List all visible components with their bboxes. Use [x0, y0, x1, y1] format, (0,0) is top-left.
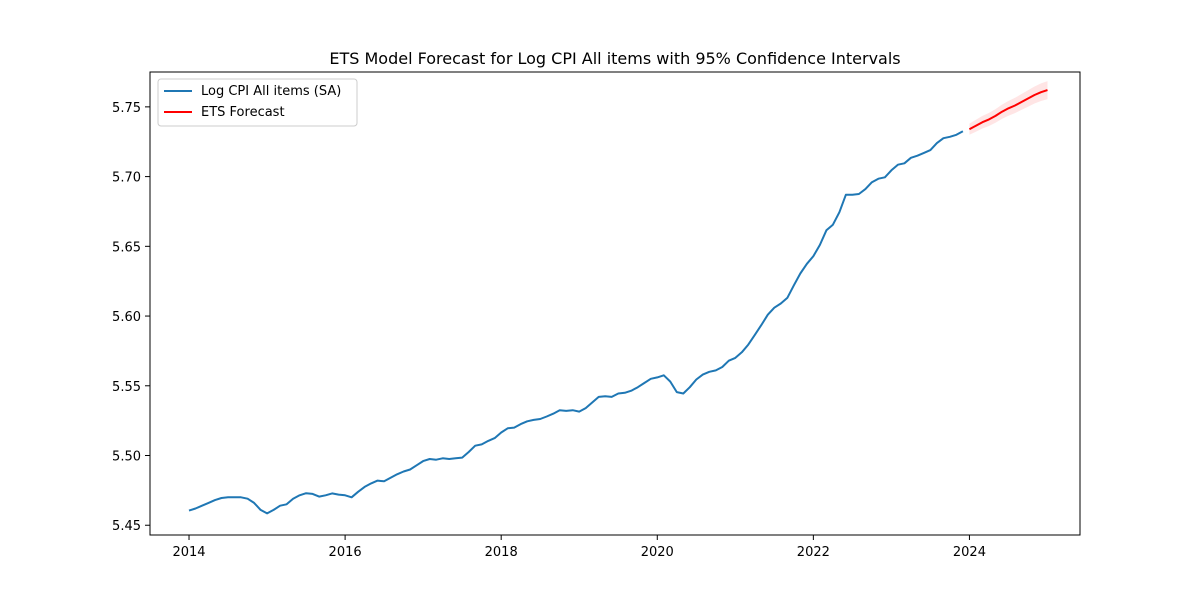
- y-tick-label: 5.70: [112, 171, 141, 186]
- y-tick-label: 5.60: [112, 310, 141, 325]
- axes-frame: [149, 71, 1081, 536]
- y-tick-label: 5.65: [112, 240, 141, 255]
- series-line-ets-forecast: [968, 89, 1048, 131]
- x-tick-label: 2018: [485, 545, 518, 560]
- chart-title: ETS Model Forecast for Log CPI All items…: [329, 49, 900, 68]
- legend-label-ets-forecast: ETS Forecast: [201, 105, 285, 120]
- y-tick-label: 5.50: [112, 450, 141, 465]
- y-axis-ticks: 5.45 5.50 5.55 5.60 5.65 5.70 5.75: [112, 101, 150, 534]
- x-tick-label: 2022: [797, 545, 830, 560]
- x-axis-ticks: 2014 2016 2018 2020 2022 2024: [172, 535, 986, 560]
- y-tick-label: 5.45: [112, 519, 141, 534]
- x-tick-label: 2016: [329, 545, 362, 560]
- y-tick-label: 5.55: [112, 380, 141, 395]
- x-tick-label: 2020: [641, 545, 674, 560]
- y-tick-label: 5.75: [112, 101, 141, 116]
- series-line-log-cpi: [188, 130, 964, 515]
- x-tick-label: 2024: [953, 545, 986, 560]
- legend-label-log-cpi: Log CPI All items (SA): [201, 84, 341, 99]
- x-tick-label: 2014: [172, 545, 205, 560]
- legend-box: [157, 78, 358, 127]
- legend: Log CPI All items (SA) ETS Forecast: [157, 78, 358, 127]
- series-layer: [188, 89, 1048, 515]
